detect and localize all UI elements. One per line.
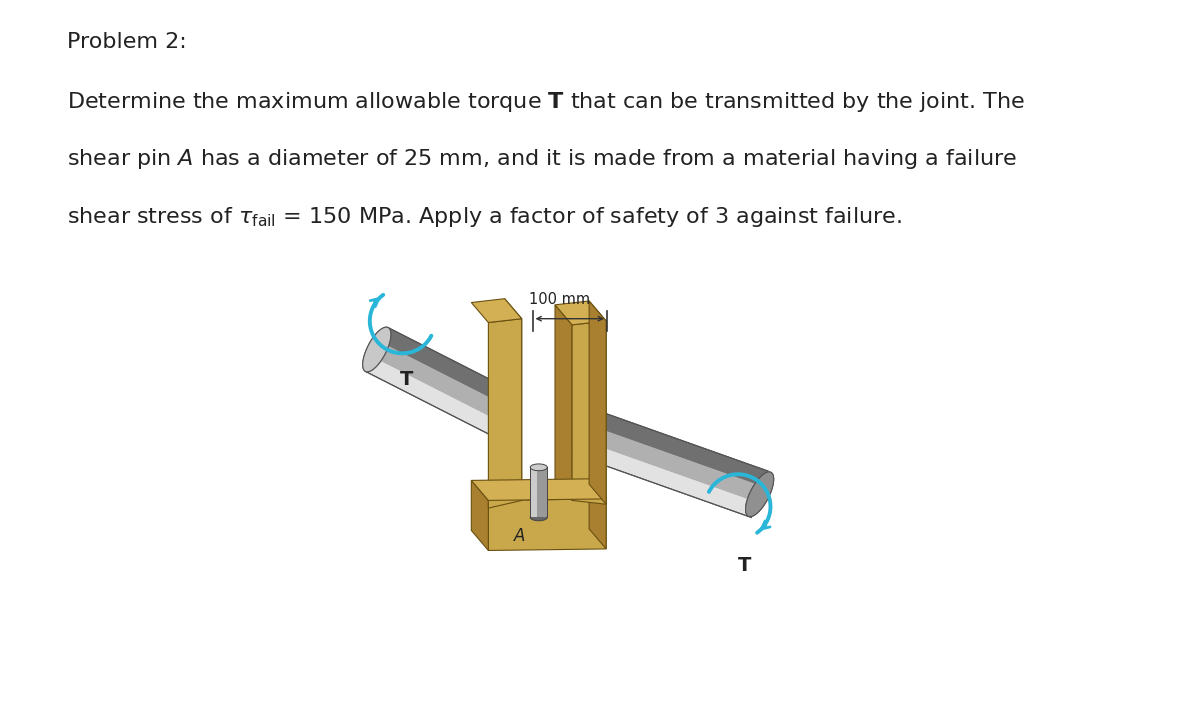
Text: Determine the maximum allowable torque $\mathbf{T}$ that can be transmitted by t: Determine the maximum allowable torque $… xyxy=(67,90,1025,113)
Polygon shape xyxy=(488,499,606,551)
Polygon shape xyxy=(567,406,768,518)
Polygon shape xyxy=(472,299,521,322)
Polygon shape xyxy=(572,321,606,504)
Text: shear stress of $\tau_{\mathrm{fail}}$ = 150 MPa. Apply a factor of safety of 3 : shear stress of $\tau_{\mathrm{fail}}$ =… xyxy=(67,205,902,228)
Polygon shape xyxy=(472,479,606,500)
Text: Problem 2:: Problem 2: xyxy=(67,32,187,52)
Polygon shape xyxy=(365,357,506,439)
Polygon shape xyxy=(555,301,606,325)
Polygon shape xyxy=(567,437,757,518)
Polygon shape xyxy=(505,299,521,500)
Polygon shape xyxy=(531,467,547,518)
Text: shear pin $\mathit{A}$ has a diameter of 25 mm, and it is made from a material h: shear pin $\mathit{A}$ has a diameter of… xyxy=(67,147,1017,171)
Polygon shape xyxy=(381,327,521,409)
Polygon shape xyxy=(745,472,773,516)
Polygon shape xyxy=(567,437,757,518)
Polygon shape xyxy=(555,305,572,500)
Polygon shape xyxy=(745,472,773,516)
Polygon shape xyxy=(381,327,521,409)
Polygon shape xyxy=(488,319,521,508)
Text: T: T xyxy=(737,556,751,575)
Polygon shape xyxy=(531,514,547,521)
Polygon shape xyxy=(365,327,521,439)
Polygon shape xyxy=(365,327,521,439)
Polygon shape xyxy=(567,406,768,518)
Polygon shape xyxy=(531,464,547,471)
Text: T: T xyxy=(400,370,413,389)
Polygon shape xyxy=(578,406,768,486)
Polygon shape xyxy=(590,479,606,549)
Text: A: A xyxy=(514,526,525,544)
Polygon shape xyxy=(472,480,488,551)
Polygon shape xyxy=(590,301,606,504)
Polygon shape xyxy=(363,327,390,372)
Polygon shape xyxy=(578,406,768,486)
Text: 100 mm: 100 mm xyxy=(528,292,590,307)
Polygon shape xyxy=(365,357,506,439)
Polygon shape xyxy=(531,467,538,518)
Polygon shape xyxy=(363,327,390,372)
